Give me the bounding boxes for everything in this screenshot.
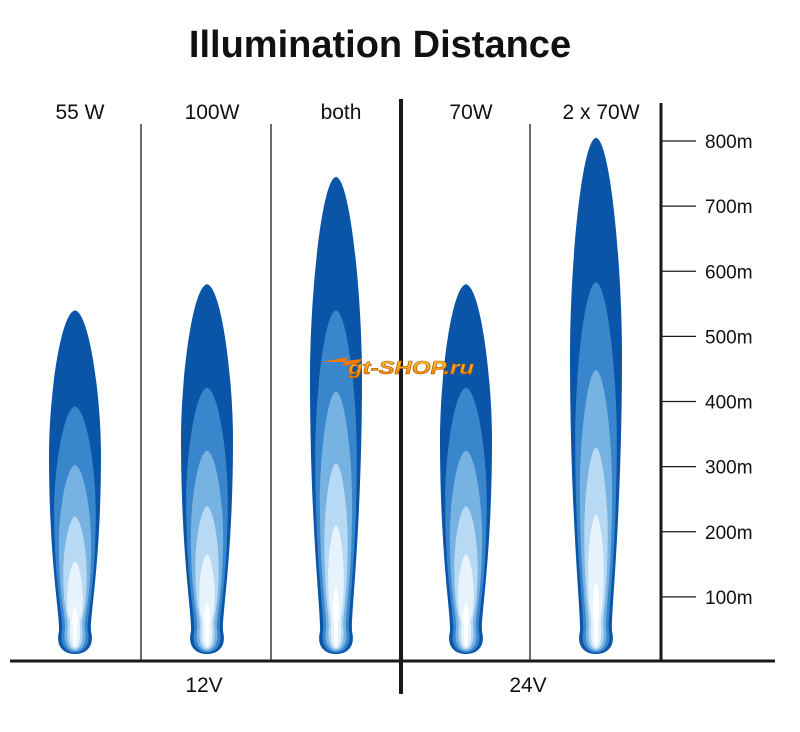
group-label: 12V	[185, 674, 222, 697]
category-label: 55 W	[55, 101, 104, 124]
beam-layer-6	[332, 587, 340, 647]
y-tick-label: 200m	[705, 523, 753, 544]
label-layer: 55 W 100W both 70W 2 x 70W 100m 200m 300m 400m 50…	[55, 101, 752, 697]
watermark-swoosh	[322, 357, 362, 366]
beam-layer-5	[67, 561, 83, 648]
y-tick-label: 700m	[705, 197, 753, 218]
y-tick-label: 100m	[705, 588, 753, 609]
beam-layer-5	[588, 514, 604, 648]
beam-2-x-70w	[570, 137, 622, 654]
beam-100w	[181, 284, 233, 654]
category-label: 2 x 70W	[562, 101, 639, 124]
category-label: 100W	[185, 101, 240, 124]
group-label: 24V	[509, 674, 546, 697]
beam-layer-5	[328, 525, 344, 648]
beam-layer-6	[592, 581, 600, 647]
y-tick-label: 800m	[705, 132, 753, 153]
y-tick-label: 500m	[705, 327, 753, 348]
beam-layer-5	[458, 554, 474, 648]
y-tick-label: 300m	[705, 458, 753, 479]
beam-layer-5	[199, 554, 215, 648]
y-tick-label: 400m	[705, 393, 753, 414]
beam-both	[310, 176, 362, 654]
beam-layer-6	[462, 602, 470, 647]
category-label: both	[321, 101, 362, 124]
beam-70w	[440, 284, 492, 654]
beam-layer	[49, 137, 622, 654]
beam-layer-6	[203, 602, 211, 647]
chart-title: Illumination Distance	[188, 24, 572, 66]
watermark-text: gt-SHOP.ru	[347, 358, 474, 378]
y-tick-label: 600m	[705, 262, 753, 283]
chart-frame	[10, 99, 775, 694]
beam-55-w	[49, 310, 101, 654]
beam-layer-6	[71, 605, 79, 647]
watermark-logo: gt-SHOP.ru	[322, 357, 474, 378]
category-label: 70W	[449, 101, 492, 124]
